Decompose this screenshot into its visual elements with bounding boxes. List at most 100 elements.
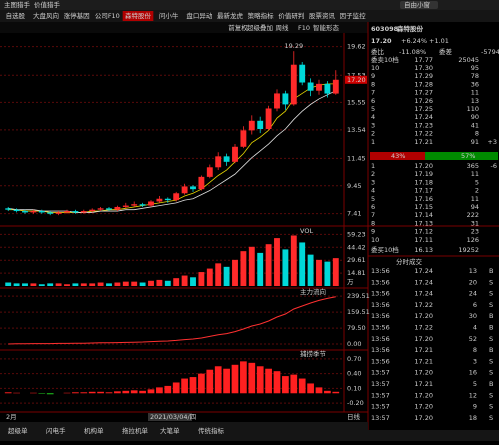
tab[interactable]: 涨停基因 [64, 11, 90, 20]
candle-body [98, 208, 104, 209]
season-bar [190, 377, 197, 393]
y-tick-label: 19.62 [347, 43, 366, 51]
book-volume: 41 [471, 121, 479, 129]
trade-side: S [489, 290, 493, 298]
date-label: 2021/03/04/四 [150, 413, 196, 421]
ratio-label: 57% [461, 152, 475, 160]
trade-volume: 18 [469, 414, 477, 422]
season-bar [232, 365, 239, 393]
candle-body [89, 210, 95, 211]
trade-time: 13:56 [371, 346, 390, 354]
tab[interactable]: 策略指标 [248, 11, 275, 20]
trade-price: 17.20 [414, 403, 433, 411]
book-volume: 2 [475, 187, 479, 195]
tab[interactable]: 盘口异动 [186, 11, 213, 20]
book-price: 17.19 [414, 170, 433, 178]
book-label: 10 [371, 236, 379, 244]
toolbar-item[interactable]: 周线 [276, 23, 290, 32]
trade-volume: 9 [473, 403, 477, 411]
book-price: 17.28 [414, 80, 433, 88]
trade-side: S [489, 391, 493, 399]
season-bar [122, 391, 129, 393]
volume-bar [215, 263, 221, 286]
book-volume: 36 [471, 80, 479, 88]
trade-side: B [489, 324, 493, 332]
book-volume: 78 [471, 72, 479, 80]
trade-time: 13:56 [371, 290, 390, 298]
trade-volume: 16 [469, 369, 477, 377]
book-delta: +3 [487, 138, 497, 146]
season-bar [47, 393, 54, 394]
top-item[interactable]: 主图猎手 [4, 0, 31, 9]
trade-side: S [489, 335, 493, 343]
volume-bar [291, 235, 297, 286]
tab[interactable]: 大盘风向 [33, 11, 59, 20]
bottom-tab[interactable]: 大笔单 [160, 426, 180, 435]
tab[interactable]: 因子监控 [340, 11, 367, 20]
season-bar [198, 374, 205, 394]
trade-time: 13:57 [371, 403, 390, 411]
trade-volume: 30 [469, 312, 477, 320]
ratio-label: 43% [391, 152, 405, 160]
unit-label: 万 [347, 278, 354, 286]
trade-price: 17.24 [414, 267, 433, 275]
bottom-tab[interactable]: 闪电手 [46, 426, 66, 435]
tab[interactable]: 公司F10 [95, 12, 120, 20]
trade-side: B [489, 267, 493, 275]
trade-volume: 4 [473, 324, 477, 332]
volume-bar [30, 283, 36, 286]
toolbar-item[interactable]: 智能形态 [313, 23, 340, 32]
season-bar [206, 370, 213, 394]
season-bar [72, 392, 79, 393]
toolbar-item[interactable]: 前复权 [228, 23, 248, 32]
bottom-tab[interactable]: 拖拉机单 [122, 426, 149, 435]
book-label: 2 [371, 130, 375, 138]
tab[interactable]: 问小牛 [159, 11, 179, 20]
book-label: 4 [371, 113, 375, 121]
season-bar [89, 392, 96, 393]
volume-bar [56, 283, 62, 286]
volume-bar [106, 283, 112, 286]
candle-body [5, 208, 11, 209]
book-price: 17.20 [414, 162, 433, 170]
tab[interactable]: 森特股份 [125, 11, 152, 20]
period-label[interactable]: 日线 [347, 412, 361, 421]
book-volume: 110 [467, 105, 479, 113]
bottom-tab[interactable]: 传统指标 [198, 426, 225, 435]
candle-body [274, 93, 280, 108]
bottom-tab[interactable]: 超级单 [8, 426, 28, 435]
tab[interactable]: 价值研判 [278, 11, 304, 20]
trade-volume: 24 [469, 290, 477, 298]
toolbar-item[interactable]: F10 [298, 24, 310, 32]
book-price: 17.24 [414, 113, 433, 121]
bottom-tab[interactable]: 机构单 [84, 426, 104, 435]
y-tick-label: 0.10 [347, 384, 361, 392]
book-label: 7 [371, 89, 375, 97]
trade-side: S [489, 414, 493, 422]
candle-body [165, 199, 171, 200]
book-price: 17.21 [414, 138, 433, 146]
season-bar [156, 387, 163, 393]
book-price: 17.18 [414, 178, 433, 186]
tab[interactable]: 自选股 [6, 11, 26, 20]
y-tick-label: 0.00 [347, 340, 361, 348]
volume-bar [266, 244, 272, 286]
search-text: 自由小窗 [404, 0, 430, 9]
book-label: 6 [371, 203, 375, 211]
tab[interactable]: 最新龙虎 [217, 11, 244, 20]
toolbar-item[interactable]: 超级叠加 [247, 23, 273, 32]
season-bar [148, 389, 155, 393]
volume-bar [324, 262, 330, 286]
volume-bar [22, 283, 28, 286]
top-item[interactable]: 价值猎手 [34, 0, 61, 9]
y-tick-label: 159.51 [347, 308, 370, 316]
volume-bar [131, 282, 137, 286]
book-label: 1 [371, 162, 375, 170]
tab[interactable]: 股票资讯 [309, 11, 336, 20]
book-price: 17.23 [414, 121, 433, 129]
season-bar [324, 391, 331, 393]
trade-side: S [489, 301, 493, 309]
candle-body [257, 121, 263, 129]
y-tick-label: 79.50 [347, 324, 366, 332]
